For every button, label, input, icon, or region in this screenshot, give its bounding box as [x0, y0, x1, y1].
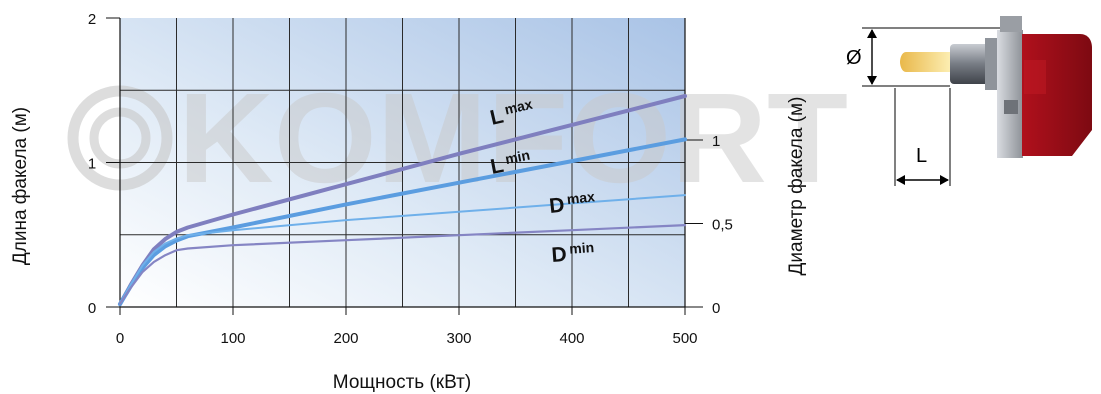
x-tick-label: 300 [446, 330, 471, 347]
x-axis-title: Мощность (кВт) [333, 372, 471, 393]
series-label-d-min: Dmin [551, 239, 596, 267]
x-tick-label: 500 [672, 330, 697, 347]
body-detail [1004, 100, 1018, 114]
top-fittings [1000, 16, 1022, 32]
watermark-logo: KOMFORT [67, 67, 848, 210]
series-label-d-max: Dmax [548, 188, 597, 218]
y2-tick-label: 1 [712, 133, 720, 150]
axes: 0 100 200 300 400 500 0 1 2 0 0,5 1 [88, 11, 733, 347]
y2-tick-label: 0,5 [712, 216, 733, 233]
series-line-l-min [118, 137, 687, 307]
x-tick-label: 200 [333, 330, 358, 347]
y-tick-label: 1 [88, 156, 96, 173]
diameter-arrow-down-icon [867, 76, 877, 85]
grid-lines [120, 18, 685, 307]
housing-highlight [1024, 60, 1046, 94]
burner-diagram: Ø L [846, 16, 1092, 186]
series-labels: Lmax Lmin Dmax Dmin [488, 96, 597, 267]
red-housing [1022, 34, 1092, 156]
y-axis-title: Длина факела (м) [10, 107, 31, 265]
series-line-d-max [119, 194, 686, 305]
length-arrow-left-icon [896, 175, 905, 185]
flame-shape [900, 52, 958, 72]
series-label-l-max: Lmax [488, 96, 537, 130]
y-tick-label: 2 [88, 11, 96, 28]
diameter-label: Ø [846, 47, 862, 69]
y2-axis-title: Диаметр факела (м) [786, 97, 807, 276]
series-lines [118, 94, 687, 307]
series-line-d-min [118, 224, 687, 305]
series-label-l-min: Lmin [488, 147, 533, 179]
y-tick-label: 0 [88, 300, 96, 317]
diameter-arrow-up-icon [867, 29, 877, 38]
blast-tube [950, 44, 990, 84]
x-tick-label: 400 [559, 330, 584, 347]
x-tick-label: 0 [116, 330, 124, 347]
length-arrow-right-icon [940, 175, 949, 185]
x-tick-label: 100 [220, 330, 245, 347]
y2-tick-label: 0 [712, 300, 720, 317]
burner-body [997, 30, 1023, 158]
tube-flange [985, 38, 999, 90]
length-label: L [916, 145, 927, 167]
